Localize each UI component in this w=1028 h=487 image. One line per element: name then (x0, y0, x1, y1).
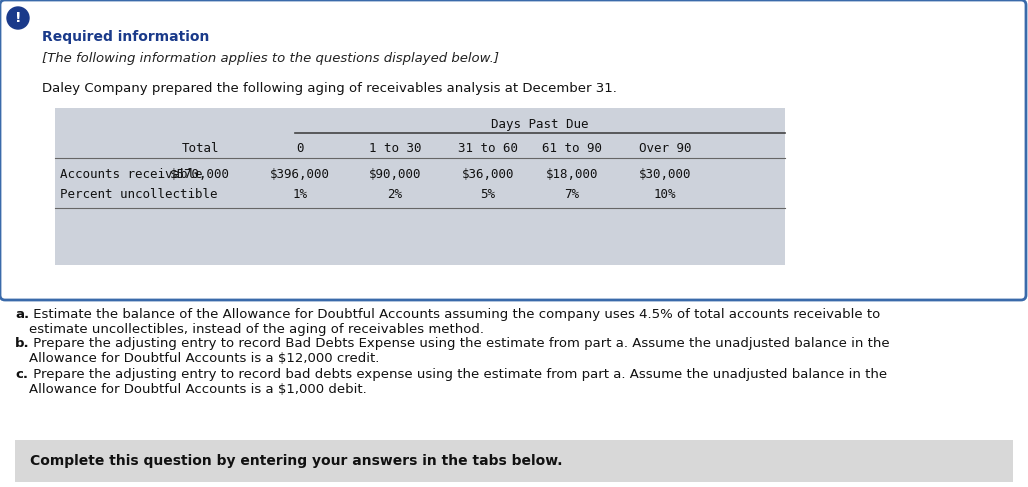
Text: Over 90: Over 90 (638, 142, 691, 154)
Text: $90,000: $90,000 (369, 169, 421, 182)
Text: !: ! (14, 11, 22, 25)
Circle shape (7, 7, 29, 29)
Text: 1 to 30: 1 to 30 (369, 142, 421, 154)
Text: $396,000: $396,000 (270, 169, 330, 182)
Text: Complete this question by entering your answers in the tabs below.: Complete this question by entering your … (30, 454, 562, 468)
Text: Total: Total (181, 142, 219, 154)
Text: c.: c. (15, 368, 28, 381)
Text: Prepare the adjusting entry to record bad debts expense using the estimate from : Prepare the adjusting entry to record ba… (29, 368, 887, 396)
FancyBboxPatch shape (0, 0, 1026, 300)
Text: $36,000: $36,000 (462, 169, 514, 182)
Text: 61 to 90: 61 to 90 (542, 142, 602, 154)
Text: Required information: Required information (42, 30, 210, 44)
Text: Days Past Due: Days Past Due (491, 118, 589, 131)
Text: $570,000: $570,000 (170, 169, 230, 182)
Text: 1%: 1% (293, 188, 307, 202)
Text: 31 to 60: 31 to 60 (458, 142, 518, 154)
Text: Accounts receivable: Accounts receivable (60, 169, 203, 182)
Text: b.: b. (15, 337, 30, 350)
Text: Percent uncollectible: Percent uncollectible (60, 188, 218, 202)
Bar (15, 440, 1013, 482)
Text: 10%: 10% (654, 188, 676, 202)
Text: $30,000: $30,000 (638, 169, 691, 182)
Text: Daley Company prepared the following aging of receivables analysis at December 3: Daley Company prepared the following agi… (42, 82, 617, 95)
Text: 0: 0 (296, 142, 303, 154)
Bar (56, 108, 785, 265)
Text: [The following information applies to the questions displayed below.]: [The following information applies to th… (42, 52, 499, 65)
Text: $18,000: $18,000 (546, 169, 598, 182)
Text: Prepare the adjusting entry to record Bad Debts Expense using the estimate from : Prepare the adjusting entry to record Ba… (29, 337, 889, 365)
Text: a.: a. (15, 308, 29, 321)
Text: 5%: 5% (480, 188, 495, 202)
Text: 7%: 7% (564, 188, 580, 202)
Text: 2%: 2% (388, 188, 403, 202)
Text: Estimate the balance of the Allowance for Doubtful Accounts assuming the company: Estimate the balance of the Allowance fo… (29, 308, 880, 336)
